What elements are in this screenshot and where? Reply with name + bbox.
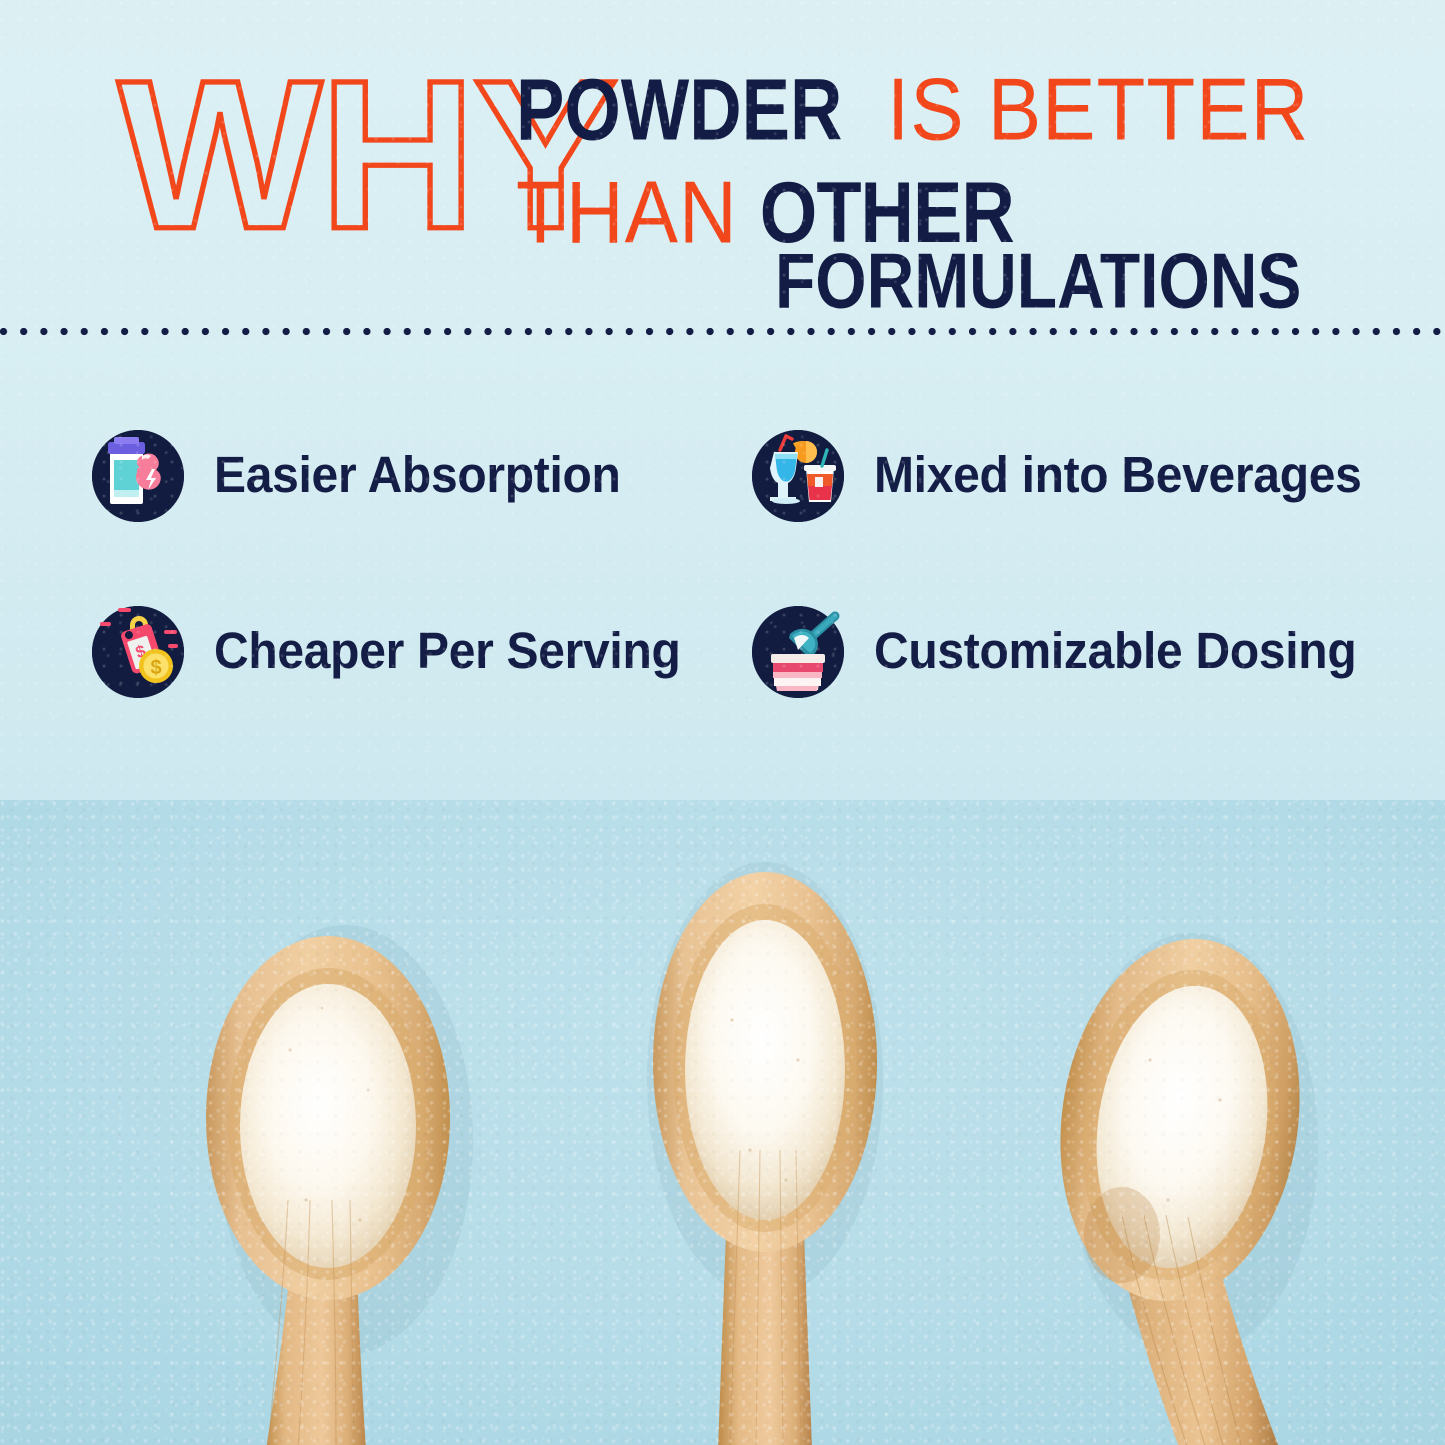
cocktail-drinks-icon bbox=[752, 430, 844, 522]
headline-line-1: POWDER IS BETTER bbox=[516, 65, 1309, 154]
svg-text:$: $ bbox=[150, 657, 161, 679]
feature-item-mixed-into-beverages: Mixed into Beverages bbox=[752, 430, 1362, 522]
headline-word-powder: POWDER bbox=[516, 60, 843, 159]
feature-label: Mixed into Beverages bbox=[874, 447, 1362, 504]
headline-line-2: THAN OTHER bbox=[516, 168, 1015, 257]
headline-line-3: FORMULATIONS bbox=[775, 242, 1318, 320]
photo-alt-text: Three wooden bamboo spoons filled with w… bbox=[0, 800, 1, 801]
spoon-center bbox=[600, 800, 930, 1445]
feature-item-cheaper-per-serving: $ $ Cheaper Per Serving bbox=[92, 606, 681, 698]
feature-label: Cheaper Per Serving bbox=[214, 623, 681, 680]
feature-label: Easier Absorption bbox=[214, 447, 621, 504]
scoop-tub-icon bbox=[752, 606, 844, 698]
feature-item-customizable-dosing: Customizable Dosing bbox=[752, 606, 1357, 698]
headline-word-other: OTHER bbox=[759, 164, 1015, 261]
dotted-divider bbox=[0, 328, 1445, 337]
headline-word-why: WHY bbox=[115, 36, 620, 274]
headline-word-is-better: IS BETTER bbox=[887, 60, 1310, 159]
spoon-left bbox=[170, 840, 530, 1445]
headline-word-than: THAN bbox=[516, 163, 738, 262]
headline-word-formulations: FORMULATIONS bbox=[775, 237, 1302, 325]
feature-item-easier-absorption: Easier Absorption bbox=[92, 430, 621, 522]
product-photo: Three wooden bamboo spoons filled with w… bbox=[0, 800, 1445, 1445]
spoon-right bbox=[1010, 845, 1380, 1445]
headline-block: WHY POWDER IS BETTER THAN OTHER FORMULATIO… bbox=[0, 0, 1445, 322]
feature-label: Customizable Dosing bbox=[874, 623, 1357, 680]
supplement-bottle-stomach-icon bbox=[92, 430, 184, 522]
price-tag-coin-icon: $ $ bbox=[92, 606, 184, 698]
